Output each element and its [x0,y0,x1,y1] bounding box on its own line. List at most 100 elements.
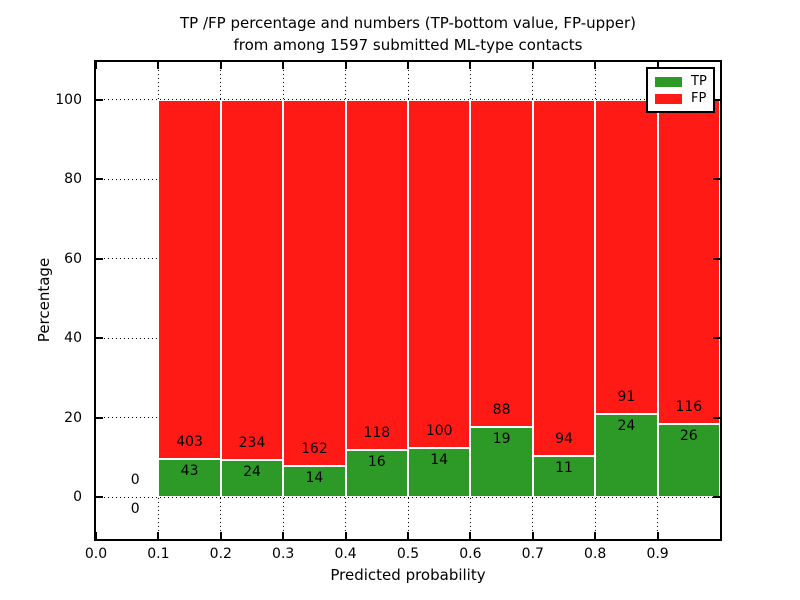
bar-tp-segment [408,448,471,498]
x-tick-mark [531,532,534,539]
y-tick-mark [96,337,103,340]
legend-label-fp: FP [691,91,707,106]
y-tick-mark [713,98,720,101]
x-tick-label: 0.8 [584,546,607,562]
fp-count-label: 116 [675,399,703,416]
bar-fp-segment [408,99,471,449]
y-tick-mark [96,416,103,419]
bar-tp-segment [470,426,533,498]
y-tick-label: 100 [55,91,82,108]
y-tick-mark [713,257,720,260]
x-tick-mark [282,532,285,539]
legend-label-tp: TP [691,74,707,89]
chart-title: TP /FP percentage and numbers (TP-bottom… [96,12,720,56]
x-tick-label: 0.3 [272,546,295,562]
fp-count-label: 94 [555,430,573,447]
bar-fp-segment [283,99,346,466]
tp-count-label: 0 [130,501,140,518]
fp-count-label: 88 [492,401,511,418]
bar-tp-segment [283,465,346,498]
y-tick-label: 40 [64,330,82,347]
x-tick-mark [656,532,659,539]
fp-count-label: 100 [425,423,453,440]
x-tick-mark [531,62,534,69]
bar-tp-segment [158,458,221,498]
x-axis-label: Predicted probability [330,566,486,584]
y-tick-mark [713,337,720,340]
x-tick-mark [219,532,222,539]
y-tick-label: 20 [64,409,82,426]
y-tick-mark [713,416,720,419]
legend: TP FP [646,67,715,113]
tp-count-label: 24 [243,464,261,481]
fp-count-label: 91 [617,389,636,406]
x-tick-label: 0.1 [147,546,170,562]
tp-count-label: 14 [305,469,324,486]
plot-area: 0 0 403 43 234 24 162 14 118 16 100 14 88 19 94 11 91 24 1… [94,60,722,541]
bar-fp-segment [158,99,221,459]
bar-fp-segment [220,99,284,461]
fp-count-label: 403 [176,433,203,450]
y-tick-mark [96,496,103,499]
y-tick-mark [96,98,103,101]
bar-fp-segment [595,99,658,415]
y-tick-mark [96,178,103,181]
fp-count-label: 234 [238,435,266,452]
x-tick-mark [344,532,347,539]
tp-count-label: 11 [555,459,573,476]
chart-title-line1: TP /FP percentage and numbers (TP-bottom… [180,14,636,32]
y-tick-label: 0 [73,489,82,506]
bar-fp-segment [532,99,596,456]
bar-fp-segment [470,99,533,427]
bar-tp-segment [532,455,596,498]
y-tick-mark [713,178,720,181]
x-tick-label: 0.0 [84,546,108,562]
bar-tp-segment [657,424,720,498]
y-tick-label: 80 [64,171,82,188]
bar-fp-segment [345,99,408,450]
fp-count-label: 118 [363,424,391,441]
x-tick-label: 0.4 [334,546,357,562]
x-tick-label: 0.2 [209,546,232,562]
x-tick-label: 0.7 [521,546,544,562]
x-tick-mark [157,532,160,539]
tp-count-label: 19 [492,430,511,447]
y-tick-label: 60 [64,250,82,267]
x-tick-mark [656,62,659,69]
bar-tp-segment [345,449,408,498]
x-tick-mark [594,532,597,539]
bar-fp-segment [657,99,720,425]
x-tick-label: 0.6 [459,546,482,562]
fp-count-label: 0 [130,472,140,489]
y-axis-label: Percentage [35,257,53,343]
x-tick-mark [407,62,409,69]
legend-row-tp: TP [655,74,707,89]
x-tick-label: 0.9 [646,546,669,562]
tp-count-label: 24 [617,418,636,435]
chart-title-line2: from among 1597 submitted ML-type contac… [233,36,583,54]
tp-count-label: 14 [430,452,449,469]
x-tick-mark [469,62,472,69]
fp-count-label: 162 [301,440,328,457]
x-tick-label: 0.5 [396,546,420,562]
y-tick-mark [96,257,103,260]
bar-tp-segment [220,460,284,498]
y-tick-mark [713,496,720,499]
x-tick-mark [95,532,97,539]
x-tick-mark [594,62,597,69]
fp-legend-swatch-icon [655,93,682,104]
x-tick-mark [95,62,97,69]
x-tick-mark [219,62,222,69]
legend-row-fp: FP [655,92,706,105]
x-tick-mark [469,532,472,539]
bar-tp-segment [595,414,658,498]
x-tick-mark [344,62,347,69]
x-tick-mark [282,62,285,69]
x-tick-mark [407,532,409,539]
tp-count-label: 16 [367,453,386,470]
x-tick-mark [157,62,160,69]
tp-legend-swatch-icon [655,76,682,87]
tp-count-label: 43 [180,462,199,479]
tp-count-label: 26 [679,428,698,445]
